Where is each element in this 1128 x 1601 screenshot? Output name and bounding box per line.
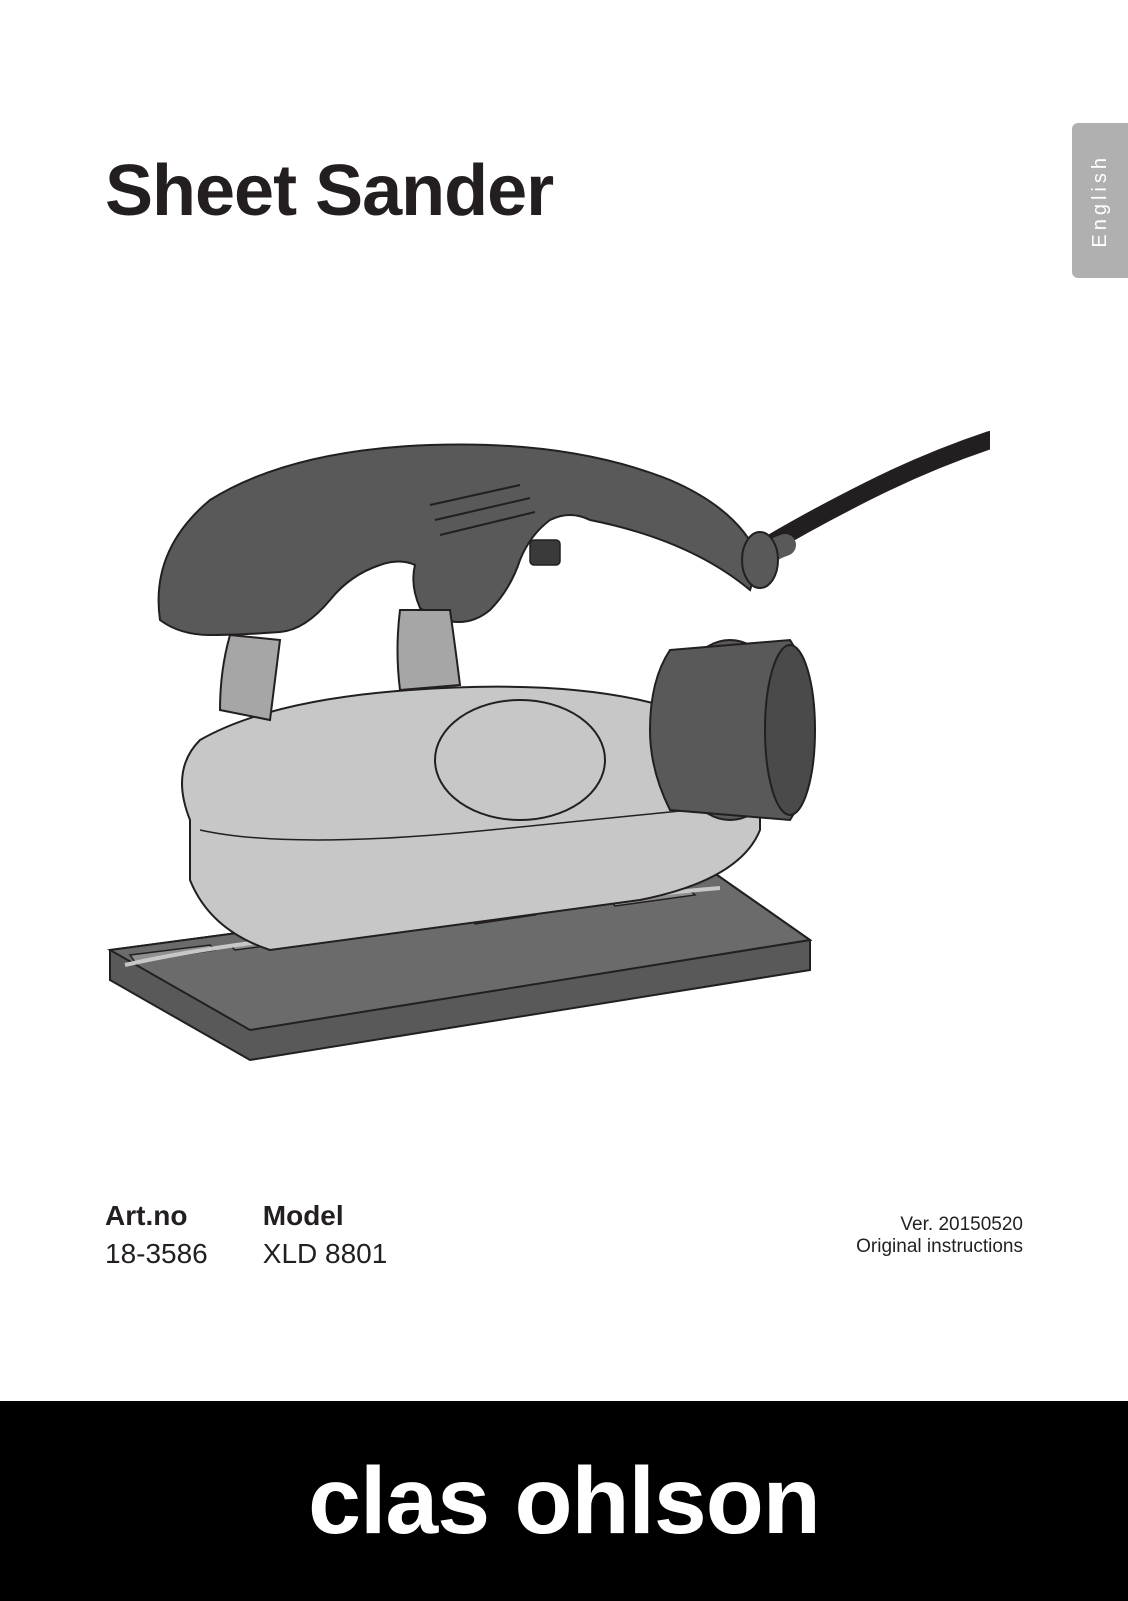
- product-info: Art.no 18-3586 Model XLD 8801: [105, 1200, 387, 1270]
- model-value: XLD 8801: [263, 1238, 388, 1270]
- info-section: Art.no 18-3586 Model XLD 8801 Ver. 20150…: [105, 1200, 1023, 1270]
- brand-footer: clas ohlson: [0, 1401, 1128, 1601]
- product-illustration: [90, 390, 990, 1070]
- artno-label: Art.no: [105, 1200, 208, 1232]
- language-label: English: [1089, 154, 1112, 248]
- artno-column: Art.no 18-3586: [105, 1200, 208, 1270]
- model-column: Model XLD 8801: [263, 1200, 388, 1270]
- instructions-text: Original instructions: [856, 1236, 1023, 1258]
- brand-name: clas ohlson: [308, 1447, 820, 1556]
- language-tab: English: [1072, 123, 1128, 278]
- model-label: Model: [263, 1200, 388, 1232]
- artno-value: 18-3586: [105, 1238, 208, 1270]
- version-info: Ver. 20150520 Original instructions: [856, 1214, 1023, 1258]
- page-title: Sheet Sander: [105, 150, 553, 232]
- version-text: Ver. 20150520: [856, 1214, 1023, 1236]
